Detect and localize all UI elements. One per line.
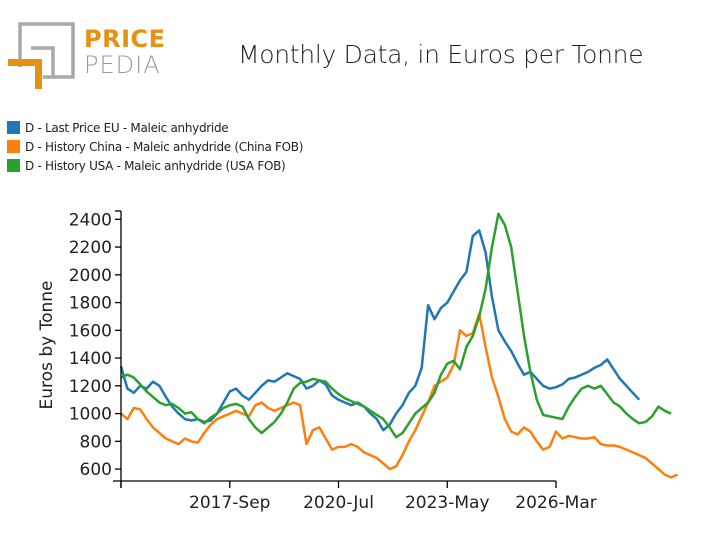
logo-mark-icon bbox=[8, 22, 75, 89]
x-ticks: 2017-Sep 2020-Jul 2023-May 2026-Mar bbox=[120, 481, 597, 513]
y-tick-label: 1800 bbox=[69, 294, 112, 314]
y-tick-label: 2200 bbox=[69, 238, 112, 258]
legend-swatch-usa bbox=[7, 159, 20, 172]
legend-swatch-eu bbox=[7, 121, 20, 134]
legend-swatch-china bbox=[7, 140, 20, 153]
x-tick-label: 2017-Sep bbox=[189, 493, 270, 513]
y-tick-label: 800 bbox=[80, 432, 112, 452]
legend-label-eu: D - Last Price EU - Maleic anhydride bbox=[25, 120, 229, 135]
x-tick-label: 2026-Mar bbox=[515, 493, 596, 513]
y-ticks: 600 800 1000 1200 1400 1600 1800 2000 2200 2400 bbox=[69, 210, 121, 480]
y-axis-title: Euros by Tonne bbox=[37, 281, 57, 410]
legend-item-usa[interactable]: D - History USA - Maleic anhydride (USA … bbox=[7, 156, 303, 175]
axes-layer bbox=[113, 210, 556, 488]
x-tick-label: 2023-May bbox=[405, 493, 490, 513]
y-tick-label: 600 bbox=[80, 460, 112, 480]
legend-item-china[interactable]: D - History China - Maleic anhydride (Ch… bbox=[7, 137, 303, 156]
series-layer bbox=[119, 212, 679, 479]
y-tick-label: 1600 bbox=[69, 321, 112, 341]
logo-text-price: PRICE bbox=[84, 25, 166, 53]
series-line-usa[interactable] bbox=[120, 212, 672, 439]
series-line-china[interactable] bbox=[120, 312, 679, 479]
y-tick-label: 2000 bbox=[69, 266, 112, 286]
legend-item-eu[interactable]: D - Last Price EU - Maleic anhydride bbox=[7, 118, 303, 137]
y-tick-label: 1200 bbox=[69, 377, 112, 397]
chart-title: Monthly Data, in Euros per Tonne bbox=[238, 40, 644, 69]
chart-legend: D - Last Price EU - Maleic anhydride D -… bbox=[7, 118, 303, 175]
y-tick-label: 2400 bbox=[69, 210, 112, 230]
legend-label-china: D - History China - Maleic anhydride (Ch… bbox=[25, 139, 304, 154]
y-tick-label: 1000 bbox=[69, 405, 112, 425]
series-line-eu[interactable] bbox=[119, 229, 641, 432]
pricepedia-logo: PRICE PEDIA bbox=[6, 22, 166, 92]
legend-label-usa: D - History USA - Maleic anhydride (USA … bbox=[25, 158, 286, 173]
logo-text-pedia: PEDIA bbox=[84, 51, 161, 79]
y-tick-label: 1400 bbox=[69, 349, 112, 369]
x-tick-label: 2020-Jul bbox=[303, 493, 374, 513]
